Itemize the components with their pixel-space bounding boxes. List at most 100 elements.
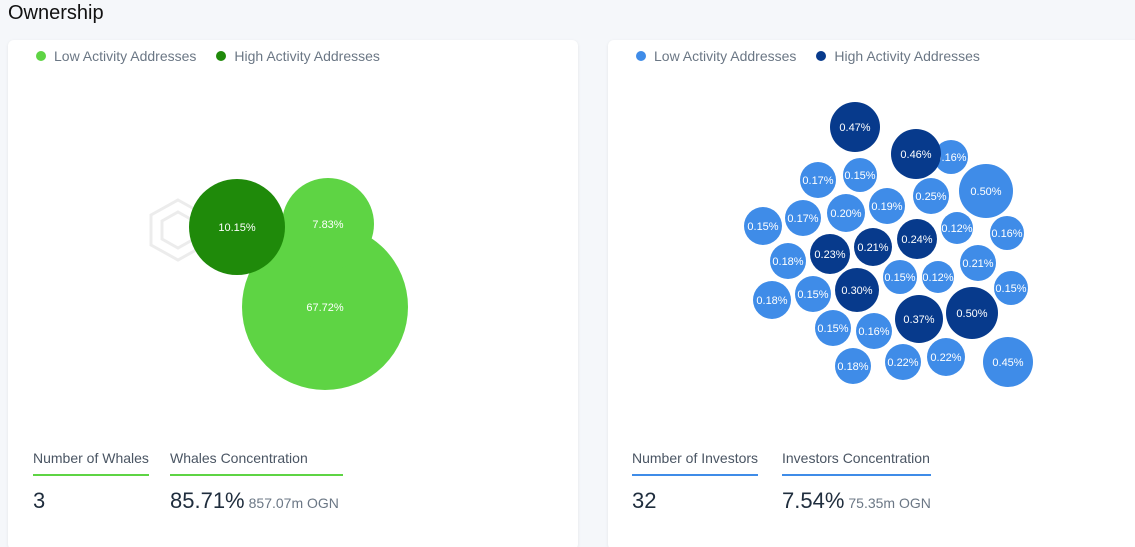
- legend-label-high: High Activity Addresses: [234, 48, 380, 64]
- bubble-circle: [922, 261, 954, 293]
- bubble-label: 0.50%: [956, 308, 987, 320]
- concentration-percent: 85.71%: [170, 488, 245, 513]
- bubble-circle: [934, 140, 968, 174]
- bubble-label: 0.23%: [814, 249, 845, 261]
- bubble-circle: [927, 338, 965, 376]
- bubble-high-activity[interactable]: 0.24%: [897, 219, 937, 259]
- bubble-low-activity[interactable]: 0.17%: [785, 200, 821, 236]
- bubble-high-activity[interactable]: 0.46%: [891, 129, 941, 179]
- bubble-label: 0.37%: [903, 314, 934, 326]
- stat-label: Number of Whales: [33, 450, 149, 476]
- bubble-low-activity[interactable]: 0.25%: [913, 178, 949, 214]
- bubble-circle: [835, 348, 871, 384]
- bubble-circle: [913, 178, 949, 214]
- bubble-circle: [891, 129, 941, 179]
- stat-label: Number of Investors: [632, 450, 759, 476]
- bubble-high-activity[interactable]: 0.21%: [854, 228, 892, 266]
- bubble-label: 0.12%: [941, 223, 972, 235]
- bubble-label: 0.16%: [991, 228, 1022, 240]
- bubble-label: 0.47%: [839, 122, 870, 134]
- legend-dot-icon: [816, 51, 827, 61]
- bubble-high-activity[interactable]: 0.50%: [946, 287, 998, 339]
- legend-item-low[interactable]: Low Activity Addresses: [636, 48, 796, 64]
- bubble-high-activity[interactable]: 0.47%: [830, 102, 880, 152]
- bubble-low-activity[interactable]: 0.16%: [934, 140, 968, 174]
- bubble-high-activity[interactable]: 0.23%: [810, 234, 850, 274]
- bubble-high-activity[interactable]: 0.30%: [835, 268, 879, 312]
- bubble-label: 0.15%: [747, 221, 778, 233]
- bubble-label: 0.21%: [857, 242, 888, 254]
- bubble-circle: [959, 164, 1013, 218]
- bubble-high-activity[interactable]: 0.37%: [895, 295, 943, 343]
- bubble-label: 0.24%: [901, 234, 932, 246]
- page-title: Ownership: [8, 2, 104, 24]
- bubble-circle: [946, 287, 998, 339]
- legend-dot-icon: [216, 51, 227, 61]
- legend-dot-icon: [636, 51, 646, 61]
- bubble-low-activity[interactable]: 0.45%: [983, 337, 1033, 387]
- bubble-circle: [189, 179, 285, 275]
- bubble-circle: [994, 271, 1028, 305]
- bubble-circle: [770, 243, 806, 279]
- bubble-low-activity[interactable]: 0.22%: [885, 344, 921, 380]
- bubble-label: 0.50%: [970, 186, 1001, 198]
- bubble-label: 0.15%: [884, 272, 915, 284]
- bubble-low-activity[interactable]: 0.22%: [927, 338, 965, 376]
- bubble-circle: [895, 295, 943, 343]
- bubble-low-activity[interactable]: 0.15%: [883, 260, 917, 294]
- bubble-circle: [885, 344, 921, 380]
- bubble-low-activity[interactable]: 0.12%: [922, 261, 954, 293]
- bubble-label: 10.15%: [218, 222, 256, 234]
- bubble-circle: [242, 224, 408, 390]
- bubble-label: 0.25%: [915, 191, 946, 203]
- bubble-low-activity[interactable]: 0.17%: [800, 162, 836, 198]
- bubble-circle: [960, 245, 996, 281]
- concentration-amount: 75.35m OGN: [848, 495, 931, 511]
- bubble-label: 0.45%: [992, 357, 1023, 369]
- bubble-low-activity[interactable]: 7.83%: [282, 178, 374, 270]
- bubble-low-activity[interactable]: 0.15%: [744, 207, 782, 245]
- bubble-label: 0.15%: [995, 283, 1026, 295]
- bubble-low-activity[interactable]: 0.18%: [835, 348, 871, 384]
- bubble-low-activity[interactable]: 0.50%: [959, 164, 1013, 218]
- bubble-low-activity[interactable]: 0.19%: [869, 188, 905, 224]
- whales-legend: Low Activity Addresses High Activity Add…: [36, 48, 400, 64]
- bubble-label: 67.72%: [306, 302, 344, 314]
- bubble-label: 0.19%: [871, 201, 902, 213]
- bubble-circle: [785, 200, 821, 236]
- bubble-high-activity[interactable]: 10.15%: [189, 179, 285, 275]
- stat-value: 3: [33, 488, 46, 513]
- bubble-low-activity[interactable]: 0.18%: [753, 281, 791, 319]
- bubble-circle: [883, 260, 917, 294]
- legend-label-high: High Activity Addresses: [834, 48, 980, 64]
- bubble-label: 0.21%: [962, 258, 993, 270]
- legend-item-high[interactable]: High Activity Addresses: [216, 48, 380, 64]
- legend-dot-icon: [36, 51, 46, 61]
- bubble-circle: [869, 188, 905, 224]
- bubble-low-activity[interactable]: 0.16%: [856, 313, 892, 349]
- investors-bubble-chart: 0.16% 0.50% 0.17% 0.15% 0.25% 0.15% 0.17% 0.20%…: [744, 102, 1033, 387]
- bubble-low-activity[interactable]: 0.16%: [990, 216, 1024, 250]
- bubble-low-activity[interactable]: 67.72%: [242, 224, 408, 390]
- bubble-low-activity[interactable]: 0.21%: [960, 245, 996, 281]
- bubble-circle: [744, 207, 782, 245]
- bubble-label: 0.17%: [802, 175, 833, 187]
- bubble-circle: [835, 268, 879, 312]
- whales-bubble-chart: 67.72% 7.83% 10.15%: [149, 178, 408, 390]
- bubble-label: 0.20%: [830, 208, 861, 220]
- bubble-label: 0.16%: [858, 326, 889, 338]
- bubble-circle: [856, 313, 892, 349]
- bubble-label: 0.46%: [900, 149, 931, 161]
- bubble-low-activity[interactable]: 0.18%: [770, 243, 806, 279]
- bubble-low-activity[interactable]: 0.15%: [994, 271, 1028, 305]
- stat-value: 85.71% 857.07m OGN: [170, 488, 343, 514]
- bubble-low-activity[interactable]: 0.15%: [815, 310, 851, 346]
- bubble-circle: [830, 102, 880, 152]
- bubble-low-activity[interactable]: 0.15%: [795, 276, 831, 312]
- bubble-low-activity[interactable]: 0.12%: [941, 212, 973, 244]
- bubble-label: 0.15%: [844, 170, 875, 182]
- legend-item-low[interactable]: Low Activity Addresses: [36, 48, 196, 64]
- legend-item-high[interactable]: High Activity Addresses: [816, 48, 980, 64]
- bubble-low-activity[interactable]: 0.20%: [827, 194, 865, 232]
- bubble-low-activity[interactable]: 0.15%: [843, 158, 877, 192]
